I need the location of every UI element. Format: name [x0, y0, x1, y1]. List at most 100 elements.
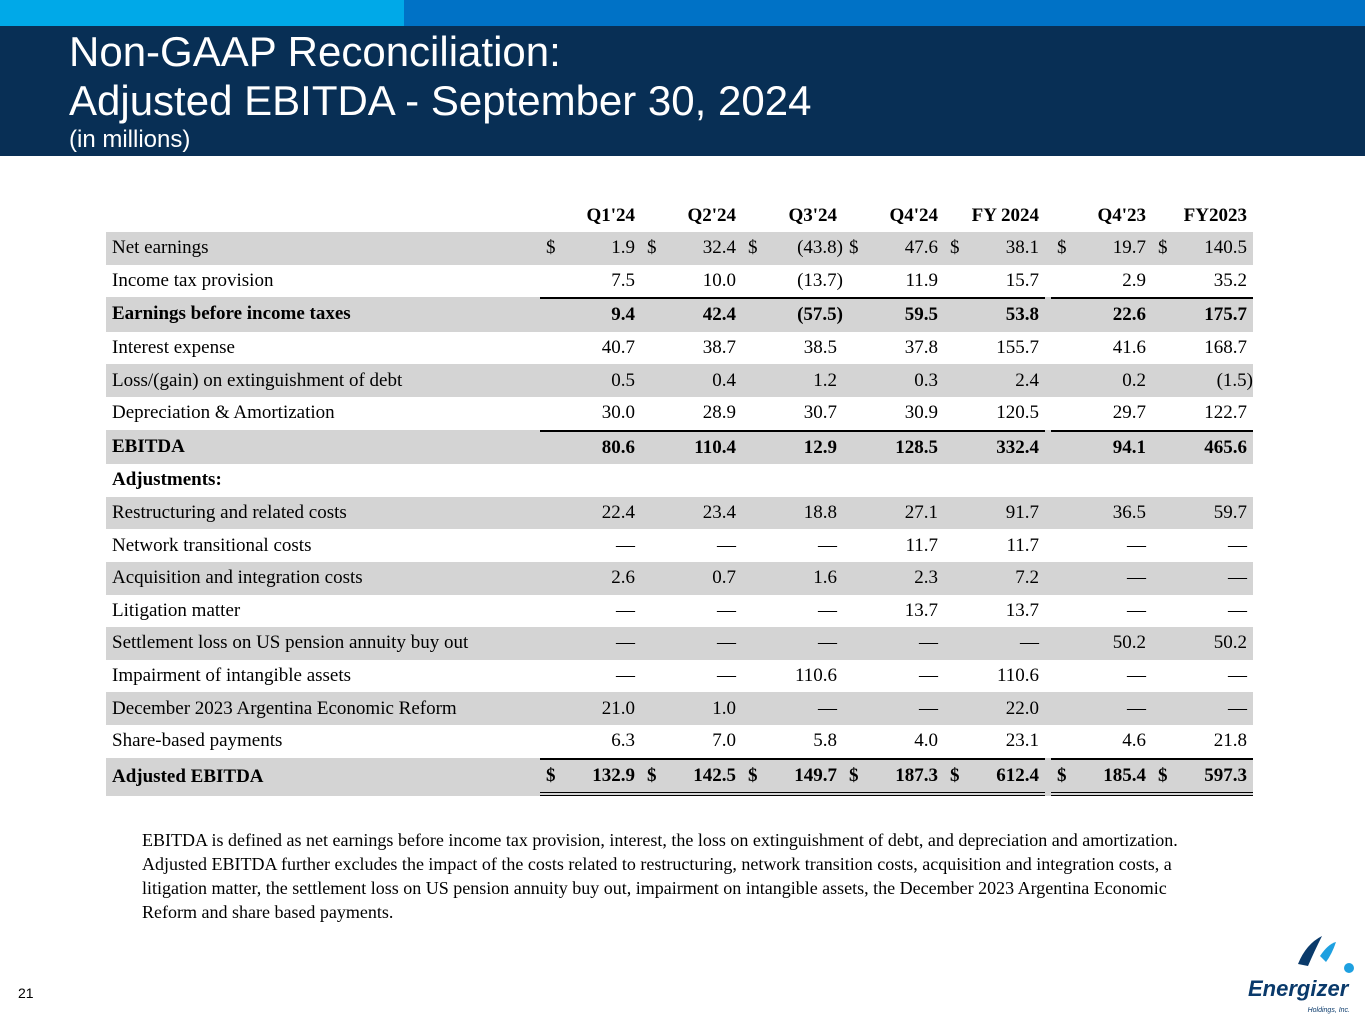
- cell-value: $38.1: [944, 232, 1045, 265]
- cell-number: —: [616, 534, 635, 556]
- cell-value: $142.5: [641, 757, 742, 797]
- cell-number: 28.9: [702, 402, 736, 424]
- cell-number: 1.6: [813, 567, 837, 589]
- cell-value: —: [843, 627, 944, 660]
- cell-value: 41.6: [1051, 332, 1152, 365]
- cell-value: $132.9: [540, 757, 641, 797]
- cell-value: (57.5): [742, 297, 843, 332]
- cell-number: 2.3: [914, 567, 938, 589]
- cell-value: 22.0: [944, 692, 1045, 725]
- cell-value: —: [843, 660, 944, 693]
- logo-swoosh-light: [1320, 942, 1336, 962]
- cell-number: —: [717, 534, 736, 556]
- cell-value: 36.5: [1051, 496, 1152, 530]
- table-header-row: Q1'24 Q2'24 Q3'24 Q4'24 FY 2024 Q4'23 FY…: [106, 200, 1253, 232]
- cell-value: [944, 464, 1045, 497]
- cell-number: —: [717, 599, 736, 621]
- cell-value: [540, 464, 641, 497]
- cell-value: —: [1051, 660, 1152, 693]
- cell-number: (43.8): [797, 237, 843, 259]
- cell-number: 47.6: [904, 237, 938, 259]
- cell-number: 94.1: [1112, 436, 1146, 458]
- cell-value: 13.7: [944, 595, 1045, 628]
- row-label: Earnings before income taxes: [106, 297, 540, 332]
- cell-number: 0.7: [712, 567, 736, 589]
- row-label: Impairment of intangible assets: [112, 665, 352, 687]
- currency-symbol: $: [1057, 237, 1067, 259]
- reconciliation-table: Q1'24 Q2'24 Q3'24 Q4'24 FY 2024 Q4'23 FY…: [106, 200, 1253, 797]
- cell-value: [742, 464, 843, 497]
- cell-number: 1.2: [813, 369, 837, 391]
- column-gap: [1045, 692, 1051, 725]
- cell-value: 4.6: [1051, 725, 1152, 758]
- row-label: EBITDA: [106, 429, 540, 465]
- slide-header: Non-GAAP Reconciliation: Adjusted EBITDA…: [0, 26, 1365, 156]
- cell-value: 0.4: [641, 364, 742, 397]
- cell-value: $32.4: [641, 232, 742, 265]
- cell-value: 7.2: [944, 561, 1045, 595]
- cell-number: 21.0: [601, 697, 635, 719]
- cell-value: —: [641, 627, 742, 660]
- cell-value: 1.6: [742, 561, 843, 595]
- cell-value: 2.4: [944, 364, 1045, 397]
- cell-number: 2.6: [611, 567, 635, 589]
- cell-value: 50.2: [1152, 627, 1253, 660]
- cell-number: 27.1: [904, 502, 938, 524]
- cell-value: 175.7: [1152, 297, 1253, 332]
- cell-number: 38.5: [803, 337, 837, 359]
- cell-value: $ (43.8): [742, 232, 843, 265]
- cell-value: 38.7: [641, 332, 742, 365]
- cell-number: —: [717, 665, 736, 687]
- column-header: FY2023: [1183, 205, 1247, 226]
- row-label: Income tax provision: [112, 269, 274, 291]
- cell-number: 612.4: [996, 764, 1039, 786]
- cell-value: 168.7: [1152, 332, 1253, 365]
- table-row: December 2023 Argentina Economic Reform 2…: [106, 692, 1253, 725]
- table-row: Restructuring and related costs 22.4 23.4 1…: [106, 496, 1253, 530]
- cell-number: 332.4: [996, 436, 1039, 458]
- column-header: FY 2024: [971, 205, 1039, 226]
- cell-number: 122.7: [1204, 402, 1247, 424]
- column-gap: [1045, 429, 1051, 465]
- cell-number: 7.5: [611, 269, 635, 291]
- cell-number: —: [1228, 697, 1247, 719]
- cell-value: $140.5: [1152, 232, 1253, 265]
- cell-number: 42.4: [702, 304, 736, 326]
- cell-number: 132.9: [592, 764, 635, 786]
- cell-number: 4.0: [914, 730, 938, 752]
- cell-value: —: [1051, 529, 1152, 562]
- table-row: Net earnings $1.9 $32.4 $ (43.8) $47.6 $38.1 $1…: [106, 232, 1253, 265]
- cell-value: 59.7: [1152, 496, 1253, 530]
- cell-value: —: [742, 692, 843, 725]
- cell-value: 40.7: [540, 332, 641, 365]
- cell-value: 21.8: [1152, 725, 1253, 758]
- currency-symbol: $: [1158, 237, 1168, 259]
- cell-number: 11.7: [905, 534, 938, 556]
- cell-value: 9.4: [540, 297, 641, 332]
- top-accent-bar: [0, 0, 1365, 26]
- cell-number: 11.9: [905, 269, 938, 291]
- cell-number: —: [818, 599, 837, 621]
- cell-number: 12.9: [803, 436, 837, 458]
- logo-wordmark: Energizer: [1248, 976, 1350, 1001]
- cell-value: [843, 464, 944, 497]
- cell-value: 59.5: [843, 297, 944, 332]
- cell-number: —: [1127, 697, 1146, 719]
- cell-value: —: [1152, 561, 1253, 595]
- cell-number: —: [919, 665, 938, 687]
- logo-subtext: Holdings, Inc.: [1308, 1007, 1350, 1014]
- cell-value: $187.3: [843, 757, 944, 797]
- cell-value: $47.6: [843, 232, 944, 265]
- cell-value: 1.0: [641, 692, 742, 725]
- cell-value: 128.5: [843, 429, 944, 465]
- cell-value: 18.8: [742, 496, 843, 530]
- cell-number: 2.4: [1015, 369, 1039, 391]
- cell-value: (13.7): [742, 265, 843, 298]
- cell-number: 1.9: [611, 237, 635, 259]
- cell-number: 30.0: [601, 402, 635, 424]
- column-header: Q4'24: [889, 205, 938, 226]
- logo-dot: [1344, 963, 1354, 973]
- row-label: Acquisition and integration costs: [106, 561, 540, 595]
- cell-value: 27.1: [843, 496, 944, 530]
- cell-number: 1.0: [712, 697, 736, 719]
